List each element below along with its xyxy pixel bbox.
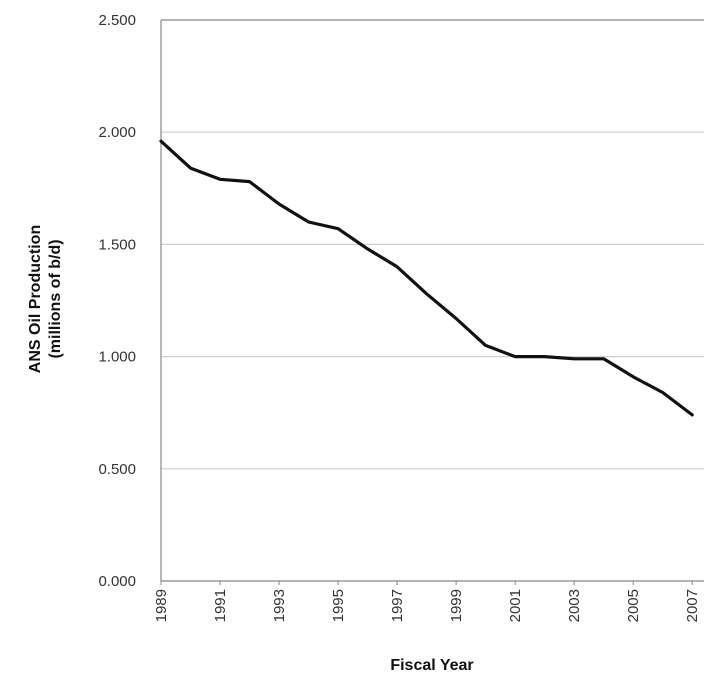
x-tick-labels: 1989 1991 1993 1995 1997 1999 2001 2003 2005 2007 xyxy=(153,589,701,622)
x-tick-label: 2005 xyxy=(625,589,642,622)
x-axis-title: Fiscal Year xyxy=(390,657,473,674)
y-tick-labels: 0.000 0.500 1.000 1.500 2.000 2.500 xyxy=(98,12,136,590)
y-tick-label: 0.000 xyxy=(98,573,136,590)
gridlines xyxy=(161,19,704,470)
series-line-0 xyxy=(159,139,694,417)
y-axis-title-line1: ANS Oil Production xyxy=(27,225,44,373)
x-tick-label: 1989 xyxy=(153,589,170,622)
x-tick-label: 1997 xyxy=(389,589,406,622)
x-tick-label: 1991 xyxy=(212,589,229,622)
x-tick-label: 1993 xyxy=(271,589,288,622)
x-tick-label: 2003 xyxy=(566,589,583,622)
axes xyxy=(160,20,704,585)
x-tick-label: 2001 xyxy=(507,589,524,622)
y-tick-label: 2.500 xyxy=(98,12,136,29)
y-tick-label: 1.500 xyxy=(98,236,136,253)
x-tick-label: 2007 xyxy=(684,589,701,622)
x-tick-label: 1999 xyxy=(448,589,465,622)
y-axis-title-line2: (millions of b/d) xyxy=(47,239,64,358)
y-tick-label: 2.000 xyxy=(98,124,136,141)
x-tick-label: 1995 xyxy=(330,589,347,622)
y-tick-label: 1.000 xyxy=(98,349,136,366)
series-lines xyxy=(159,139,694,417)
y-tick-label: 0.500 xyxy=(98,461,136,478)
